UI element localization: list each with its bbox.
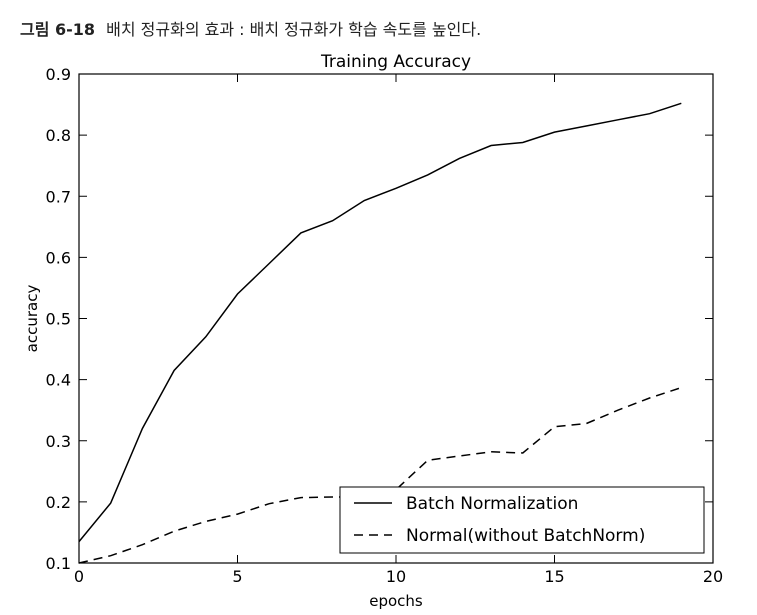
legend-box <box>339 486 705 554</box>
figure-number: 그림 6-18 <box>20 20 96 39</box>
y-tick-label: 0.8 <box>46 126 71 145</box>
y-tick-label: 0.9 <box>46 65 71 84</box>
series-line-normal <box>78 386 682 564</box>
y-tick-label: 0.1 <box>46 554 71 573</box>
y-tick-label: 0.3 <box>46 432 71 451</box>
x-tick-label: 20 <box>703 567 723 586</box>
legend-label: Batch Normalization <box>406 494 578 514</box>
y-tick-label: 0.6 <box>46 248 71 267</box>
y-tick-label: 0.7 <box>46 187 71 206</box>
legend-label: Normal(without BatchNorm) <box>406 526 645 546</box>
x-axis-label: epochs <box>369 592 423 610</box>
x-tick-label: 0 <box>74 567 84 586</box>
x-tick-label: 15 <box>544 567 564 586</box>
y-axis-label: accuracy <box>23 285 41 353</box>
chart-title: Training Accuracy <box>320 52 471 72</box>
y-tick-label: 0.2 <box>46 493 71 512</box>
x-tick-label: 5 <box>232 567 242 586</box>
y-tick-label: 0.4 <box>46 371 71 390</box>
figure-caption: 그림 6-18 배치 정규화의 효과 : 배치 정규화가 학습 속도를 높인다. <box>20 16 481 40</box>
series-line-batch-normalization <box>78 102 682 543</box>
x-tick-label: 10 <box>386 567 406 586</box>
y-tick-label: 0.5 <box>46 310 71 329</box>
figure-caption-text: 배치 정규화의 효과 : 배치 정규화가 학습 속도를 높인다. <box>106 20 482 39</box>
